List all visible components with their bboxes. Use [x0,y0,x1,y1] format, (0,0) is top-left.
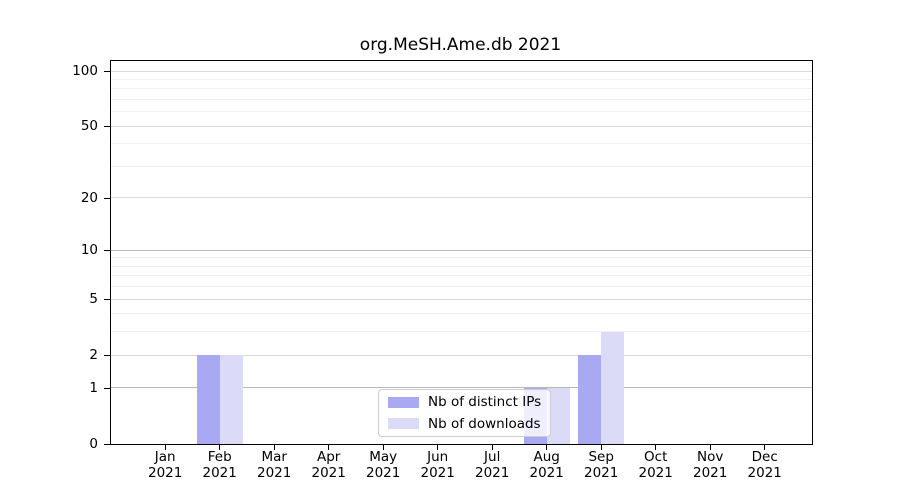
y-tick-label: 100 [72,63,98,80]
x-tick-mark [219,445,221,450]
legend-item-downloads: Nb of downloads [379,414,550,433]
legend-swatch-ips [388,396,419,408]
x-tick-mark [546,445,548,450]
y-tick-label: 0 [89,436,98,453]
x-tick-mark [764,445,766,450]
x-tick-label: Sep 2021 [584,449,619,481]
x-tick-mark [273,445,275,450]
gridline-minor-4 [111,313,812,315]
gridline-minor-70 [111,98,812,100]
plot-area [110,60,813,445]
gridline-minor-90 [111,78,812,80]
x-tick-label: Oct 2021 [638,449,673,481]
gridline-minor-40 [111,143,812,145]
y-tick-mark [104,443,110,445]
x-tick-label: Aug 2021 [529,449,564,481]
x-tick-mark [328,445,330,450]
x-tick-label: May 2021 [366,449,401,481]
y-tick-label: 10 [80,242,98,259]
y-tick-label: 1 [89,380,98,397]
y-tick-mark [104,354,110,356]
y-tick-mark [104,125,110,127]
legend-item-ips: Nb of distinct IPs [379,393,550,412]
chart-title: org.MeSH.Ame.db 2021 [359,35,562,55]
gridline-10 [111,249,812,251]
bar-downloads-aug [546,387,570,444]
y-tick-mark [104,70,110,72]
y-tick-label: 2 [89,347,98,364]
y-tick-mark [104,197,110,199]
x-tick-mark [382,445,384,450]
x-tick-label: Mar 2021 [257,449,292,481]
gridline-minor-30 [111,165,812,167]
y-tick-mark [104,249,110,251]
x-tick-mark [164,445,166,450]
y-tick-mark [104,298,110,300]
gridline-2 [111,354,812,356]
bar-downloads-feb [219,355,243,444]
gridline-minor-3 [111,331,812,333]
gridline-50 [111,125,812,127]
x-tick-label: Jul 2021 [475,449,510,481]
x-tick-label: Nov 2021 [693,449,728,481]
gridline-minor-80 [111,88,812,90]
gridline-5 [111,298,812,300]
x-tick-mark [655,445,657,450]
x-tick-label: Jun 2021 [420,449,455,481]
bar-distinct-ips-sep [578,355,601,444]
legend: Nb of distinct IPs Nb of downloads [378,389,551,437]
legend-swatch-downloads [388,418,419,430]
x-tick-mark [437,445,439,450]
y-tick-label: 20 [80,190,98,207]
y-tick-label: 50 [80,118,98,135]
y-tick-mark [104,387,110,389]
gridline-minor-6 [111,286,812,288]
bar-downloads-sep [601,331,624,444]
gridline-100 [111,70,812,72]
x-tick-label: Feb 2021 [202,449,237,481]
gridline-20 [111,197,812,199]
gridline-minor-8 [111,265,812,267]
gridline-minor-60 [111,111,812,113]
gridline-minor-9 [111,257,812,259]
gridline-1 [111,387,812,389]
legend-label-ips: Nb of distinct IPs [428,394,542,411]
y-tick-label: 5 [89,291,98,308]
x-tick-label: Jan 2021 [148,449,183,481]
x-tick-mark [491,445,493,450]
gridline-minor-7 [111,275,812,277]
x-tick-mark [709,445,711,450]
x-tick-label: Dec 2021 [747,449,782,481]
bar-distinct-ips-feb [196,355,220,444]
legend-label-downloads: Nb of downloads [428,415,541,432]
x-tick-mark [600,445,602,450]
x-tick-label: Apr 2021 [311,449,346,481]
